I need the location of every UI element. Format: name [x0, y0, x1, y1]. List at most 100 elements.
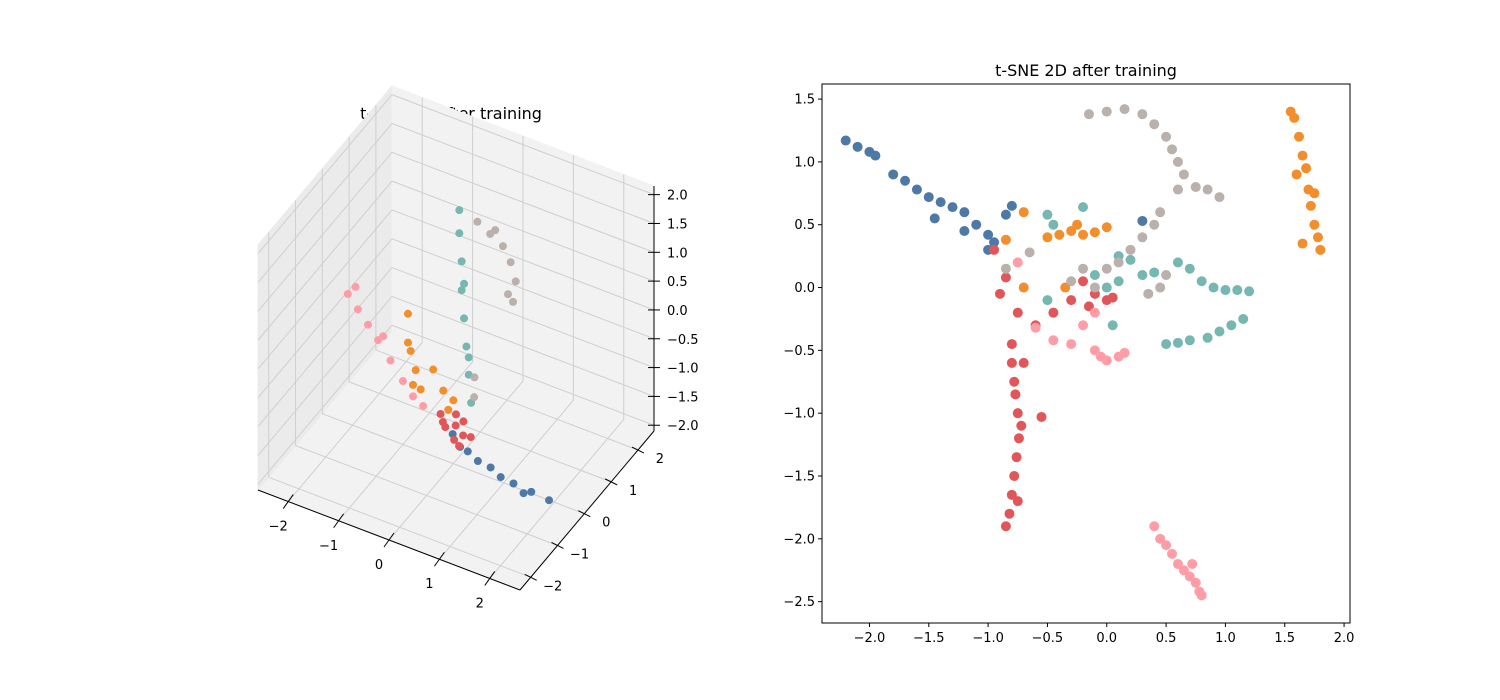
- x-tick-mark: [333, 513, 345, 529]
- data-point: [1149, 267, 1160, 278]
- data-point: [1161, 540, 1172, 551]
- x-tick-mark: [282, 494, 294, 509]
- chart-2d: t-SNE 2D after training −2.0 −1.5 −1.0 −0.5…: [783, 61, 1354, 646]
- y-tick-mark: [551, 542, 564, 549]
- data-point: [1167, 548, 1178, 559]
- data-point: [1226, 320, 1237, 331]
- data-point: [455, 441, 464, 450]
- y-tick-label: 2: [656, 452, 664, 467]
- data-point: [1214, 192, 1225, 203]
- data-point: [1006, 489, 1017, 500]
- data-point: [1167, 144, 1178, 155]
- chart-3d-points: [343, 206, 554, 505]
- data-point: [455, 206, 464, 215]
- data-point: [1006, 200, 1017, 211]
- x-tick-mark: [433, 551, 445, 567]
- data-point: [1107, 292, 1118, 303]
- y-tick-label: −2: [543, 579, 562, 594]
- y-tick-mark: [578, 510, 591, 518]
- data-point: [929, 213, 940, 224]
- data-point: [1000, 521, 1011, 532]
- data-point: [1042, 209, 1053, 220]
- data-point: [1101, 263, 1112, 274]
- data-point: [473, 457, 482, 466]
- z-tick-label: −1.0: [667, 362, 699, 377]
- data-point: [498, 242, 507, 251]
- data-point: [1315, 244, 1326, 255]
- data-point: [1301, 163, 1312, 174]
- data-point: [1155, 207, 1166, 218]
- grid-line: [391, 180, 655, 282]
- data-point: [1072, 219, 1083, 230]
- data-point: [460, 279, 469, 288]
- data-point: [1000, 234, 1011, 245]
- grid-line: [322, 413, 585, 515]
- chart-3d-ticks: −2 −1 0 1 2 −2 −1 0 1 2 −2.0 −1.5 −1.0 −0.5 0.0 0.5 1.0 1…: [257, 186, 699, 611]
- y-tick-label: −2.5: [783, 595, 815, 610]
- chart-3d: t-SNE 3D after training −2−1012−2−1012−2…: [257, 84, 699, 611]
- data-point: [1010, 389, 1021, 400]
- data-point: [1155, 533, 1166, 544]
- data-point: [470, 373, 479, 382]
- data-point: [840, 135, 851, 146]
- data-point: [983, 229, 994, 240]
- y-tick-label: 0.0: [794, 281, 815, 296]
- grid-line: [257, 180, 393, 341]
- data-point: [1190, 577, 1201, 588]
- data-point: [1018, 357, 1029, 368]
- z-tick-label: 2.0: [667, 189, 688, 204]
- data-point: [1196, 276, 1207, 287]
- grid-line: [388, 380, 524, 541]
- y-tick-mark: [631, 446, 645, 454]
- grid-line: [257, 151, 393, 312]
- data-point: [1125, 244, 1136, 255]
- data-point: [1187, 558, 1198, 569]
- data-point: [1030, 322, 1041, 333]
- data-point: [1305, 200, 1316, 211]
- data-point: [449, 396, 458, 405]
- data-point: [1089, 227, 1100, 238]
- data-point: [463, 447, 472, 456]
- x-tick-label: 1.0: [1215, 631, 1236, 646]
- data-point: [1089, 269, 1100, 280]
- data-point: [1285, 106, 1296, 117]
- data-point: [1089, 282, 1100, 293]
- data-point: [959, 226, 970, 236]
- grid-line: [338, 361, 473, 522]
- data-point: [1012, 408, 1023, 419]
- grid-line: [257, 123, 393, 283]
- data-point: [1184, 335, 1195, 346]
- z-tick-label: 1.0: [667, 246, 688, 261]
- data-point: [852, 141, 863, 152]
- data-point: [416, 385, 425, 394]
- data-point: [1196, 590, 1207, 601]
- x-tick-mark: [383, 532, 395, 548]
- data-point: [1155, 282, 1166, 293]
- x-tick-label: 0.5: [1156, 631, 1177, 646]
- z-tick-label: −2.0: [667, 419, 699, 434]
- data-point: [888, 169, 899, 180]
- grid-line: [391, 238, 655, 340]
- y-tick-label: 1.5: [794, 93, 815, 108]
- y-tick-label: −1.5: [783, 470, 815, 485]
- data-point: [1066, 276, 1077, 287]
- z-tick-label: −0.5: [667, 333, 699, 348]
- data-point: [459, 417, 468, 426]
- data-point: [459, 431, 468, 440]
- data-point: [870, 150, 881, 161]
- grid-line: [257, 209, 393, 370]
- x-tick-label: 0: [375, 558, 383, 573]
- data-point: [1220, 285, 1231, 296]
- data-point: [411, 366, 420, 375]
- data-point: [1309, 219, 1320, 230]
- grid-line: [257, 324, 393, 485]
- chart-2d-points: [840, 104, 1326, 601]
- data-point: [1202, 184, 1213, 195]
- data-point: [353, 305, 362, 314]
- data-point: [1172, 257, 1183, 268]
- data-point: [1208, 282, 1219, 293]
- y-tick-label: 0: [602, 516, 610, 531]
- grid-line: [375, 349, 639, 451]
- data-point: [1232, 285, 1243, 296]
- data-point: [1089, 307, 1100, 318]
